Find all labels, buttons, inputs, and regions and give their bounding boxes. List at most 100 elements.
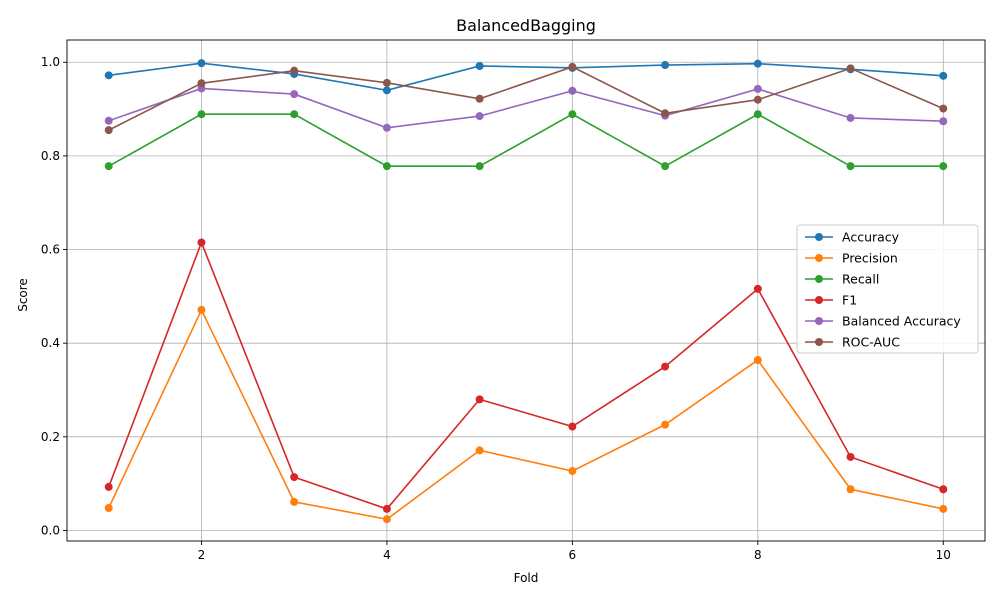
- series-line: [108, 66, 944, 131]
- data-point: [104, 126, 113, 135]
- y-tick-label: 0.0: [41, 523, 60, 537]
- series-line: [108, 87, 944, 129]
- x-tick-label: 10: [936, 548, 951, 562]
- legend-label: Balanced Accuracy: [842, 314, 961, 329]
- data-point: [382, 515, 391, 524]
- x-axis-title: Fold: [514, 571, 539, 585]
- data-point: [382, 123, 391, 132]
- legend-label: F1: [842, 293, 857, 308]
- y-tick-label: 0.6: [41, 243, 60, 257]
- data-point: [475, 446, 484, 455]
- x-tick-label: 6: [569, 548, 577, 562]
- legend-label: ROC-AUC: [842, 335, 900, 350]
- series-roc-auc: [104, 62, 948, 135]
- legend-item: Accuracy: [805, 230, 900, 245]
- data-point: [661, 420, 670, 429]
- data-point: [846, 113, 855, 122]
- y-tick-label: 1.0: [41, 55, 60, 69]
- data-point: [290, 110, 299, 119]
- data-point: [475, 112, 484, 121]
- data-point: [753, 110, 762, 119]
- data-point: [197, 238, 206, 247]
- legend-label: Recall: [842, 272, 879, 287]
- y-axis-title: Score: [16, 278, 30, 312]
- data-point: [475, 395, 484, 404]
- data-point: [475, 162, 484, 171]
- axes: [63, 39, 986, 545]
- series-recall: [104, 110, 948, 171]
- series-line: [108, 308, 944, 521]
- plot-frame: [66, 39, 986, 542]
- data-point: [753, 59, 762, 68]
- chart-title: BalancedBagging: [456, 16, 596, 35]
- legend-marker: [815, 296, 823, 304]
- data-point: [197, 305, 206, 314]
- series-precision: [104, 305, 948, 524]
- series-lines: [104, 59, 948, 524]
- data-point: [197, 79, 206, 88]
- data-point: [568, 86, 577, 95]
- data-point: [290, 497, 299, 506]
- legend: Accuracy Precision Recall F1 Balanced Accura…: [796, 224, 979, 354]
- data-point: [939, 117, 948, 126]
- legend-item: Precision: [805, 251, 898, 266]
- data-point: [382, 86, 391, 95]
- data-point: [846, 485, 855, 494]
- data-point: [939, 485, 948, 494]
- data-point: [290, 90, 299, 99]
- data-point: [382, 162, 391, 171]
- data-point: [104, 162, 113, 171]
- series-balanced-accuracy: [104, 84, 948, 132]
- legend-item: ROC-AUC: [805, 335, 900, 350]
- data-point: [753, 84, 762, 93]
- data-point: [661, 362, 670, 371]
- data-point: [939, 162, 948, 171]
- data-point: [382, 504, 391, 513]
- series-f1: [104, 238, 948, 513]
- series-line: [108, 113, 944, 168]
- data-point: [939, 104, 948, 113]
- series-line: [107, 240, 944, 510]
- data-point: [568, 467, 577, 476]
- data-point: [661, 162, 670, 171]
- x-tick-label: 8: [754, 548, 762, 562]
- series-line: [108, 62, 944, 92]
- data-point: [568, 422, 577, 431]
- data-point: [753, 356, 762, 365]
- x-tick-label: 2: [198, 548, 206, 562]
- data-point: [939, 504, 948, 513]
- data-point: [197, 110, 206, 119]
- data-point: [661, 109, 670, 118]
- data-point: [382, 78, 391, 87]
- data-point: [197, 59, 206, 68]
- data-point: [104, 116, 113, 125]
- legend-item: Balanced Accuracy: [805, 314, 961, 329]
- legend-box: [796, 224, 979, 354]
- data-point: [846, 162, 855, 171]
- data-point: [661, 61, 670, 70]
- data-point: [290, 66, 299, 75]
- data-point: [475, 94, 484, 103]
- legend-marker: [815, 254, 823, 262]
- legend-item: F1: [805, 293, 857, 308]
- series-accuracy: [104, 59, 948, 95]
- legend-label: Precision: [842, 251, 898, 266]
- data-point: [104, 503, 113, 512]
- data-point: [568, 62, 577, 71]
- legend-marker: [815, 233, 823, 241]
- y-tick-label: 0.2: [41, 430, 60, 444]
- data-point: [104, 71, 113, 80]
- legend-marker: [815, 275, 823, 283]
- data-point: [846, 64, 855, 73]
- data-point: [568, 110, 577, 119]
- legend-label: Accuracy: [842, 230, 900, 245]
- legend-item: Recall: [805, 272, 879, 287]
- data-point: [290, 473, 299, 482]
- y-tick-label: 0.8: [41, 149, 60, 163]
- y-tick-label: 0.4: [41, 336, 60, 350]
- legend-marker: [815, 338, 823, 346]
- tick-labels: 2 4 6 8 10 0.0 0.2 0.4 0.6 0.8 1.0: [41, 55, 951, 562]
- data-point: [939, 71, 948, 80]
